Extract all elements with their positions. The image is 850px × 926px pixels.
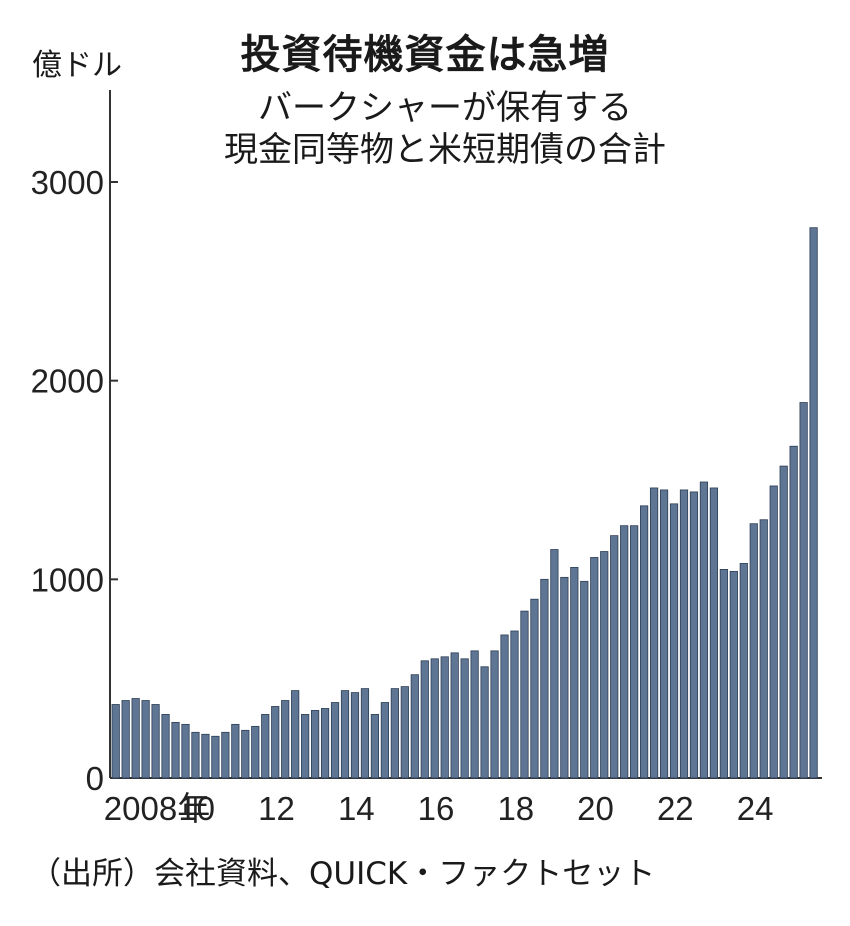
bar <box>699 481 709 779</box>
bar <box>131 698 140 779</box>
bar <box>570 567 579 779</box>
bar <box>141 700 150 779</box>
y-tick-label: 0 <box>86 760 104 797</box>
bar <box>360 688 370 779</box>
chart-title: 投資待機資金は急増 <box>240 32 610 78</box>
bar <box>291 690 300 779</box>
bar <box>769 485 778 779</box>
bar <box>400 686 409 779</box>
bar <box>450 652 459 779</box>
bar <box>470 650 479 779</box>
bar <box>350 692 360 779</box>
bar <box>520 610 529 779</box>
bar <box>610 535 619 779</box>
bar <box>590 557 599 779</box>
bar <box>320 708 330 779</box>
x-tick-label: 2008年 <box>104 790 210 827</box>
bar <box>600 551 609 779</box>
x-tick-label: 24 <box>737 790 774 827</box>
bar <box>679 489 689 779</box>
bar <box>689 491 699 779</box>
bar <box>241 729 250 779</box>
bar <box>251 725 260 779</box>
bar <box>460 658 469 779</box>
y-tick-label: 1000 <box>31 561 104 598</box>
bar <box>510 630 519 779</box>
bar <box>310 710 320 779</box>
bar <box>201 733 210 779</box>
bar <box>271 706 280 779</box>
bar <box>281 700 290 779</box>
x-tick-label: 12 <box>258 790 295 827</box>
bar <box>550 549 559 779</box>
bar <box>799 402 808 779</box>
x-tick-label: 18 <box>497 790 534 827</box>
bar <box>719 569 728 779</box>
bar <box>669 503 679 779</box>
bar <box>620 525 629 779</box>
x-tick-label: 16 <box>418 790 455 827</box>
x-tick-label: 14 <box>338 790 375 827</box>
x-tick-label: 10 <box>178 790 215 827</box>
bar <box>530 598 539 779</box>
bar <box>221 731 230 779</box>
bar <box>759 519 768 779</box>
bar <box>809 227 818 779</box>
bar <box>749 523 758 779</box>
bar <box>500 634 509 779</box>
bar <box>420 660 429 779</box>
bar <box>121 700 130 779</box>
bar <box>370 714 380 779</box>
bar <box>480 666 489 779</box>
bar <box>231 723 240 779</box>
bar <box>659 489 669 779</box>
bar <box>301 714 310 779</box>
bar <box>380 702 389 779</box>
bar <box>181 723 190 779</box>
source-note: （出所）会社資料、QUICK・ファクトセット <box>30 856 656 892</box>
bar <box>649 487 659 779</box>
bar <box>729 570 738 779</box>
bar <box>739 563 748 779</box>
bar <box>111 704 120 779</box>
y-tick-label: 2000 <box>31 363 104 400</box>
x-tick-label: 20 <box>577 790 614 827</box>
bar <box>191 731 200 779</box>
bar <box>330 702 340 779</box>
bar <box>640 505 649 779</box>
y-tick-label: 3000 <box>31 164 104 201</box>
bar <box>261 714 270 779</box>
bar <box>151 704 160 779</box>
chart-subtitle-line1: バークシャーが保有する <box>258 88 632 128</box>
bar <box>440 656 449 779</box>
bar <box>390 688 399 779</box>
bar <box>789 445 798 779</box>
bar <box>560 576 569 779</box>
bar <box>410 674 419 779</box>
bar <box>540 578 549 779</box>
chart-subtitle-line2: 現金同等物と米短期債の合計 <box>224 130 666 170</box>
bar <box>779 465 788 779</box>
x-tick-label: 22 <box>657 790 694 827</box>
bar <box>211 735 220 779</box>
bar <box>340 690 350 779</box>
bar <box>490 650 499 779</box>
bar <box>430 658 439 779</box>
bar <box>161 714 170 779</box>
bar <box>630 525 639 779</box>
y-axis-unit: 億ドル <box>32 48 122 83</box>
bar <box>709 487 719 779</box>
bar <box>171 721 180 779</box>
bar <box>580 580 589 779</box>
